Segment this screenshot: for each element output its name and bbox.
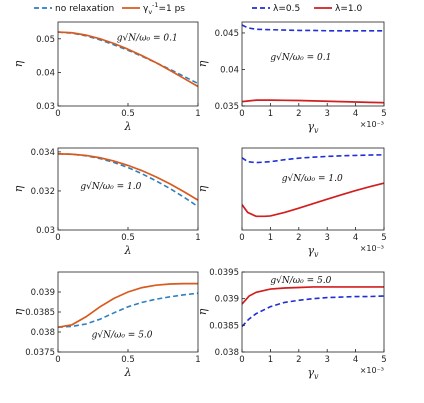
x-tick-label: 0 [55, 109, 60, 119]
x-tick-label: 1 [195, 109, 200, 119]
series-line-no-relaxation [58, 292, 198, 328]
x-tick-label: 0 [55, 233, 60, 243]
y-axis-label: η [196, 60, 209, 67]
legend-item: λ=1.0 [314, 4, 362, 14]
panel-annotation: g√N/ω₀ = 0.1 [117, 32, 178, 43]
x-tick-label: 0.5 [121, 355, 135, 365]
x-axis-label: λ [124, 120, 132, 133]
y-tick-label: 0.03 [36, 102, 55, 112]
plot-frame [241, 271, 385, 353]
legend-label: no relaxation [55, 4, 114, 14]
y-tick-label: 0.0375 [25, 348, 55, 358]
y-tick-label: 0.03 [36, 226, 55, 236]
legend-label: λ=1.0 [335, 4, 362, 14]
chart-panel-2: 0 1 2 3 4 5 0.035 0.04 0.045 γv η ×10⁻³ g√N/ω₀ = 0.1 [196, 21, 387, 135]
y-tick-label: 0.04 [36, 68, 55, 78]
legend-label: γv-1=1 ps [143, 1, 185, 16]
x-tick-label: 5 [381, 109, 386, 119]
series-line--0.5 [242, 154, 384, 164]
x-axis-label: λ [124, 366, 132, 379]
series-line-no-relaxation [58, 153, 198, 208]
x-tick-label: 3 [324, 355, 329, 365]
y-tick-label: 0.034 [31, 148, 55, 158]
series-line--v-1-1-ps [58, 153, 198, 201]
panel-annotation: g√N/ω₀ = 5.0 [92, 330, 153, 341]
y-tick-label: 0.0395 [209, 268, 239, 278]
series-line-no-relaxation [58, 31, 198, 85]
series-line--0.5 [242, 295, 384, 327]
x-tick-label: 4 [353, 233, 358, 243]
legend-item: no relaxation [34, 4, 114, 14]
plot-frame [241, 21, 385, 107]
y-tick-label: 0.05 [36, 35, 55, 45]
x-tick-label: 0 [239, 355, 244, 365]
y-axis-label: η [12, 60, 25, 67]
series-line--1.0 [242, 182, 384, 218]
x-tick-label: 4 [353, 109, 358, 119]
chart-panel-3: 0 0.5 1 0.03 0.032 0.034 λ η g√N/ω₀ = 1.0 [12, 147, 201, 257]
panel-annotation: g√N/ω₀ = 5.0 [270, 275, 331, 286]
y-tick-label: 0.039 [215, 295, 239, 305]
x-axis-multiplier: ×10⁻³ [360, 244, 384, 253]
panels: 0 0.5 1 0.03 0.04 0.05 λ η g√N/ω₀ = 0.1 0 1 2 3 4 5 0.0… [12, 21, 387, 381]
x-tick-label: 2 [296, 233, 301, 243]
x-tick-label: 5 [381, 355, 386, 365]
x-tick-label: 1 [268, 109, 273, 119]
x-tick-label: 1 [268, 233, 273, 243]
chart-panel-6: 0 1 2 3 4 5 0.038 0.0385 0.039 0.0395 γv η ×10⁻³ g√N/… [196, 268, 387, 381]
series-line--1.0 [242, 286, 384, 305]
x-tick-label: 2 [296, 355, 301, 365]
x-axis-label: γv [307, 120, 319, 135]
x-tick-label: 0 [239, 233, 244, 243]
chart-panel-1: 0 0.5 1 0.03 0.04 0.05 λ η g√N/ω₀ = 0.1 [12, 21, 201, 133]
y-axis-label: η [12, 185, 25, 192]
y-tick-label: 0.045 [215, 29, 239, 39]
legends: no relaxation γv-1=1 ps λ=0.5 λ=1.0 [34, 1, 362, 16]
panel-annotation: g√N/ω₀ = 1.0 [282, 173, 343, 184]
y-tick-label: 0.038 [215, 348, 239, 358]
x-tick-label: 0.5 [121, 109, 135, 119]
panel-annotation: g√N/ω₀ = 1.0 [80, 181, 141, 192]
series-line--v-1-1-ps [58, 282, 198, 329]
x-tick-label: 3 [324, 109, 329, 119]
y-tick-label: 0.039 [31, 288, 55, 298]
x-tick-label: 3 [324, 233, 329, 243]
x-axis-label: γv [307, 366, 319, 381]
x-tick-label: 1 [195, 355, 200, 365]
series-line--v-1-1-ps [58, 31, 198, 88]
series-line--0.5 [242, 24, 384, 32]
x-tick-label: 0.5 [121, 233, 135, 243]
x-axis-multiplier: ×10⁻³ [360, 366, 384, 375]
chart-panel-4: 0 1 2 3 4 5 γv η ×10⁻³ g√N/ω₀ = 1.0 [196, 147, 387, 259]
x-tick-label: 5 [381, 233, 386, 243]
y-axis-label: η [196, 185, 209, 192]
x-tick-label: 0 [55, 355, 60, 365]
y-tick-label: 0.0385 [209, 321, 239, 331]
legend-item: λ=0.5 [252, 4, 300, 14]
legend-label: λ=0.5 [273, 4, 300, 14]
y-axis-label: η [196, 308, 209, 315]
x-tick-label: 1 [268, 355, 273, 365]
y-axis-label: η [12, 308, 25, 315]
x-tick-label: 1 [195, 233, 200, 243]
x-axis-label: λ [124, 244, 132, 257]
chart-panel-5: 0 0.5 1 0.0375 0.038 0.0385 0.039 λ η g√N/ω₀ = 5.… [12, 271, 201, 379]
plot-frame [241, 147, 385, 231]
y-tick-label: 0.038 [31, 328, 55, 338]
y-tick-label: 0.035 [215, 102, 239, 112]
legend-item: γv-1=1 ps [122, 1, 185, 16]
x-tick-label: 4 [353, 355, 358, 365]
x-tick-label: 2 [296, 109, 301, 119]
x-axis-label: γv [307, 244, 319, 259]
y-tick-label: 0.032 [31, 187, 55, 197]
panel-annotation: g√N/ω₀ = 0.1 [270, 52, 331, 63]
series-line--1.0 [242, 99, 384, 104]
y-tick-label: 0.04 [220, 65, 239, 75]
x-axis-multiplier: ×10⁻³ [360, 120, 384, 129]
x-tick-label: 0 [239, 109, 244, 119]
y-tick-label: 0.0385 [25, 308, 55, 318]
